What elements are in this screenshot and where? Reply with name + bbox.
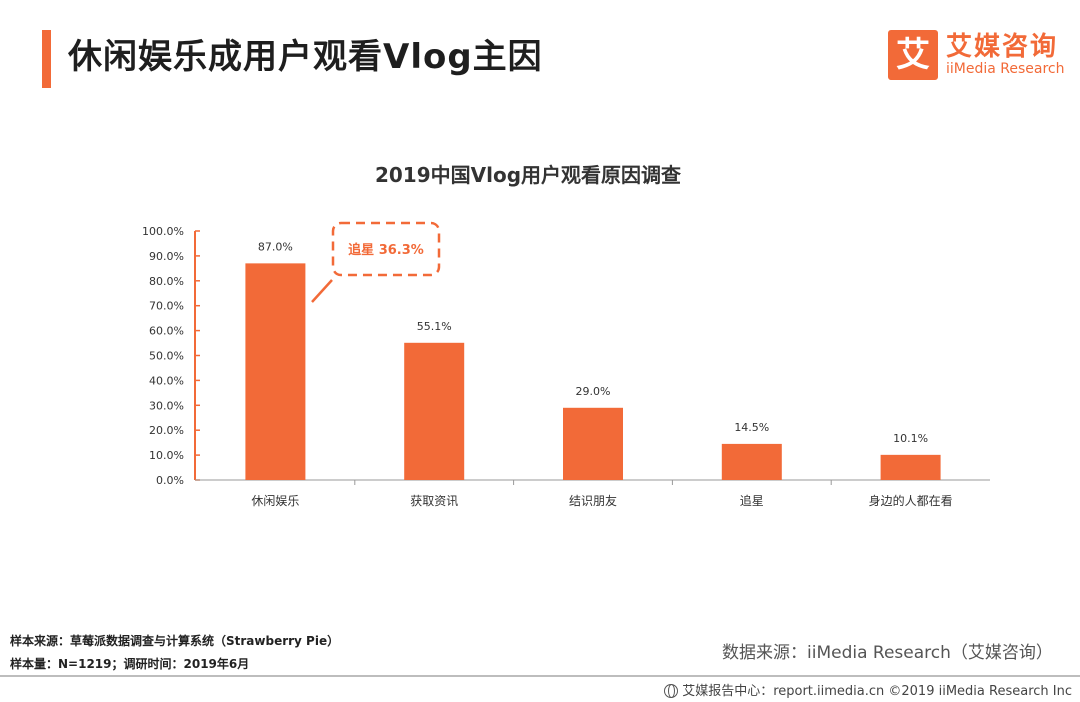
x-tick-label: 结识朋友 bbox=[569, 494, 617, 508]
footer-divider bbox=[0, 675, 1080, 677]
y-tick-label: 10.0% bbox=[149, 449, 184, 462]
data-label: 10.1% bbox=[893, 432, 928, 445]
logo-chinese-name: 艾媒咨询 bbox=[946, 32, 1059, 62]
bar bbox=[721, 443, 782, 480]
y-tick-label: 40.0% bbox=[149, 374, 184, 387]
callout-box bbox=[331, 221, 441, 277]
y-tick-label: 60.0% bbox=[149, 325, 184, 338]
chart-title: 2019中国Vlog用户观看原因调查 bbox=[375, 163, 681, 187]
bar-chart: 2019中国Vlog用户观看原因调查 0.0% 10.0% 20.0% 30.0% 40.… bbox=[142, 163, 990, 508]
logo-english-name: iiMedia Research bbox=[946, 61, 1065, 77]
y-tick-label: 80.0% bbox=[149, 275, 184, 288]
brand-logo: 艾 艾媒咨询 iiMedia Research bbox=[888, 30, 1068, 82]
sample-source: 样本来源：草莓派数据调查与计算系统（Strawberry Pie） bbox=[10, 634, 340, 648]
y-tick-label: 70.0% bbox=[149, 300, 184, 313]
page-title: 休闲娱乐成用户观看Vlog主因 bbox=[68, 37, 543, 77]
x-tick-label: 获取资讯 bbox=[410, 494, 458, 508]
callout-leader bbox=[311, 279, 333, 303]
bar bbox=[880, 454, 941, 480]
data-label: 29.0% bbox=[576, 385, 611, 398]
y-tick-label: 100.0% bbox=[142, 225, 184, 238]
bar bbox=[404, 342, 465, 480]
data-label: 55.1% bbox=[417, 320, 452, 333]
sample-size: 样本量：N=1219；调研时间：2019年6月 bbox=[10, 657, 250, 671]
globe-icon bbox=[664, 684, 679, 698]
copyright-text: 艾媒报告中心：report.iimedia.cn ©2019 iiMedia R… bbox=[682, 684, 1072, 699]
logo-mark: 艾 bbox=[888, 30, 938, 80]
x-tick-label: 追星 bbox=[740, 493, 764, 508]
x-tick-label: 休闲娱乐 bbox=[251, 494, 299, 508]
title-accent-bar bbox=[42, 30, 51, 88]
bar bbox=[563, 407, 623, 480]
bar bbox=[245, 263, 306, 480]
data-source: 数据来源：iiMedia Research（艾媒咨询） bbox=[722, 643, 1053, 663]
footer-copyright: 艾媒报告中心：report.iimedia.cn ©2019 iiMedia R… bbox=[664, 680, 1072, 699]
y-tick-label: 0.0% bbox=[156, 474, 184, 487]
y-tick-label: 90.0% bbox=[149, 250, 184, 263]
x-tick-label: 身边的人都在看 bbox=[869, 493, 953, 508]
data-label: 14.5% bbox=[734, 421, 769, 434]
data-label: 87.0% bbox=[258, 240, 293, 253]
callout-text: 追星 36.3% bbox=[348, 242, 424, 258]
y-tick-label: 50.0% bbox=[149, 350, 184, 363]
y-tick-label: 30.0% bbox=[149, 399, 184, 412]
y-tick-label: 20.0% bbox=[149, 424, 184, 437]
